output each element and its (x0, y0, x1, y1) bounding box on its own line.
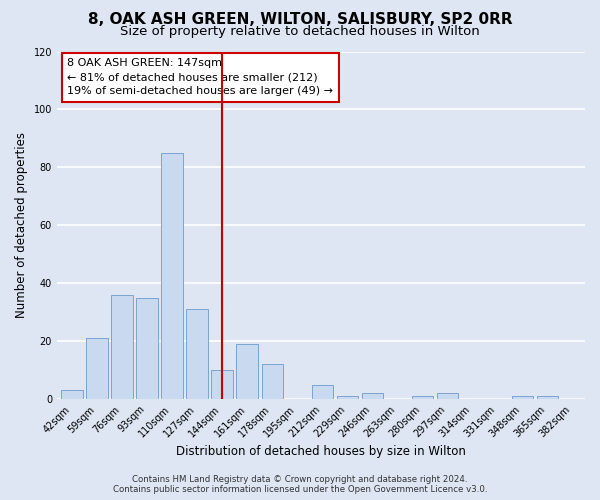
Bar (136, 298, 158, 399)
Bar (437, 394, 458, 399)
Bar (337, 396, 358, 399)
Bar (236, 344, 258, 399)
Bar (537, 396, 558, 399)
Text: 8, OAK ASH GREEN, WILTON, SALISBURY, SP2 0RR: 8, OAK ASH GREEN, WILTON, SALISBURY, SP2… (88, 12, 512, 28)
Bar (512, 396, 533, 399)
Bar (86, 338, 107, 399)
Text: Contains HM Land Registry data © Crown copyright and database right 2024.
Contai: Contains HM Land Registry data © Crown c… (113, 474, 487, 494)
Bar (161, 153, 182, 399)
X-axis label: Distribution of detached houses by size in Wilton: Distribution of detached houses by size … (176, 444, 466, 458)
Bar (262, 364, 283, 399)
Bar (187, 310, 208, 399)
Bar (112, 295, 133, 399)
Bar (311, 384, 333, 399)
Bar (61, 390, 83, 399)
Text: 8 OAK ASH GREEN: 147sqm
← 81% of detached houses are smaller (212)
19% of semi-d: 8 OAK ASH GREEN: 147sqm ← 81% of detache… (67, 58, 334, 96)
Text: Size of property relative to detached houses in Wilton: Size of property relative to detached ho… (120, 25, 480, 38)
Bar (211, 370, 233, 399)
Bar (362, 394, 383, 399)
Y-axis label: Number of detached properties: Number of detached properties (15, 132, 28, 318)
Bar (412, 396, 433, 399)
